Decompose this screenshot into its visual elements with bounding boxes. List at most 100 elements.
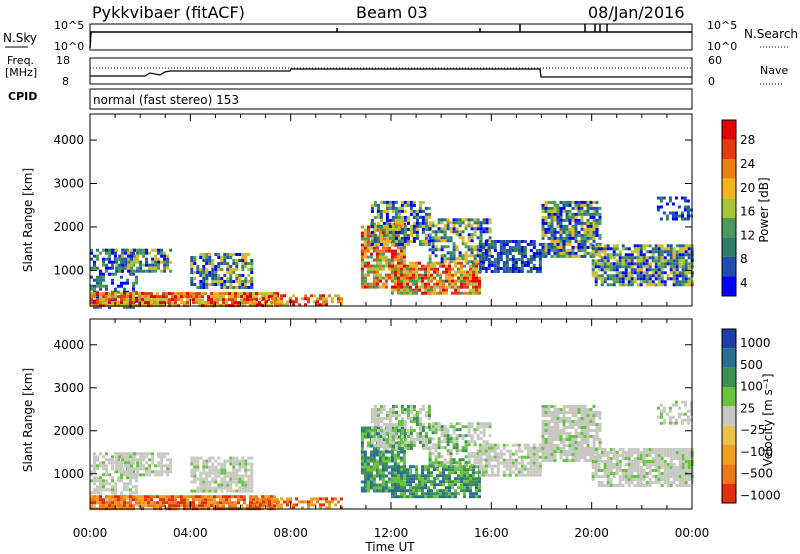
echo-cell <box>455 422 459 426</box>
echo-cell <box>391 236 395 240</box>
echo-cell <box>464 257 468 261</box>
echo-cell <box>141 295 144 299</box>
echo-cell <box>451 291 454 295</box>
echo-cell <box>372 465 376 469</box>
echo-cell <box>129 301 132 305</box>
echo-cell <box>225 298 228 302</box>
echo-cell <box>662 196 666 200</box>
echo-cell <box>406 203 410 207</box>
echo-cell <box>595 233 599 237</box>
echo-cell <box>467 440 471 444</box>
echo-cell <box>538 264 542 267</box>
echo-cell <box>568 432 572 435</box>
echo-cell <box>669 247 673 251</box>
freq-trace <box>90 68 692 78</box>
echo-cell <box>243 495 246 499</box>
echo-cell <box>117 290 120 294</box>
echo-cell <box>529 249 533 252</box>
echo-cell <box>93 305 96 309</box>
echo-cell <box>232 465 236 469</box>
echo-cell <box>481 470 485 474</box>
echo-cell <box>154 464 158 468</box>
echo-cell <box>375 267 379 271</box>
echo-cell <box>108 248 111 252</box>
echo-cell <box>580 453 584 456</box>
echo-cell <box>421 465 424 469</box>
echo-cell <box>454 270 457 274</box>
echo-cell <box>198 504 201 508</box>
echo-cell <box>580 206 584 210</box>
echo-cell <box>562 417 566 420</box>
echo-cell <box>678 262 682 266</box>
echo-cell <box>424 444 428 447</box>
echo-cell <box>589 414 593 417</box>
echo-cell <box>427 405 431 408</box>
echo-cell <box>541 432 545 435</box>
echo-cell <box>136 257 140 261</box>
echo-cell <box>129 298 132 302</box>
echo-cell <box>372 435 376 439</box>
echo-cell <box>199 271 203 274</box>
echo-cell <box>388 444 392 447</box>
echo-cell <box>529 270 533 273</box>
echo-cell <box>202 253 206 256</box>
echo-cell <box>606 265 610 269</box>
echo-cell <box>403 291 406 295</box>
echo-cell <box>381 453 385 457</box>
echo-cell <box>645 271 649 275</box>
echo-cell <box>415 233 419 237</box>
echo-cell <box>105 295 108 299</box>
echo-cell <box>473 221 477 225</box>
echo-cell <box>565 417 569 420</box>
echo-cell <box>556 251 560 255</box>
echo-cell <box>559 429 563 432</box>
echo-cell <box>463 489 466 493</box>
echo-cell <box>325 506 328 510</box>
echo-cell <box>476 428 480 432</box>
echo-cell <box>328 506 331 510</box>
echo-cell <box>255 495 258 499</box>
echo-cell <box>196 459 200 463</box>
echo-cell <box>448 276 451 280</box>
echo-cell <box>102 464 105 468</box>
echo-cell <box>550 239 554 243</box>
echo-cell <box>174 504 177 508</box>
echo-cell <box>651 259 655 263</box>
echo-cell <box>126 278 129 282</box>
echo-cell <box>391 239 395 243</box>
echo-cell <box>434 236 438 240</box>
echo-cell <box>96 278 99 282</box>
echo-cell <box>406 417 410 420</box>
echo-cell <box>216 301 219 305</box>
echo-cell <box>168 298 171 302</box>
echo-cell <box>369 459 373 463</box>
echo-cell <box>541 248 545 252</box>
echo-cell <box>580 423 584 426</box>
echo-cell <box>571 218 575 222</box>
echo-cell <box>403 426 407 429</box>
echo-cell <box>687 250 691 254</box>
echo-cell <box>114 495 117 499</box>
echo-cell <box>363 228 367 232</box>
echo-cell <box>375 450 379 454</box>
echo-cell <box>490 446 494 450</box>
echo-cell <box>556 236 560 240</box>
echo-cell <box>337 294 340 298</box>
echo-cell <box>568 254 572 258</box>
echo-cell <box>452 425 456 429</box>
echo-cell <box>216 495 219 499</box>
echo-cell <box>265 303 268 307</box>
echo-cell <box>391 429 395 432</box>
echo-cell <box>461 458 465 462</box>
echo-cell <box>681 259 685 263</box>
echo-cell <box>532 240 536 243</box>
echo-cell <box>375 270 379 274</box>
echo-cell <box>381 450 385 454</box>
echo-cell <box>648 256 652 260</box>
echo-cell <box>657 247 661 251</box>
echo-cell <box>449 221 453 225</box>
echo-cell <box>678 244 682 248</box>
echo-cell <box>538 461 542 465</box>
echo-cell <box>409 206 413 210</box>
echo-cell <box>262 503 265 507</box>
